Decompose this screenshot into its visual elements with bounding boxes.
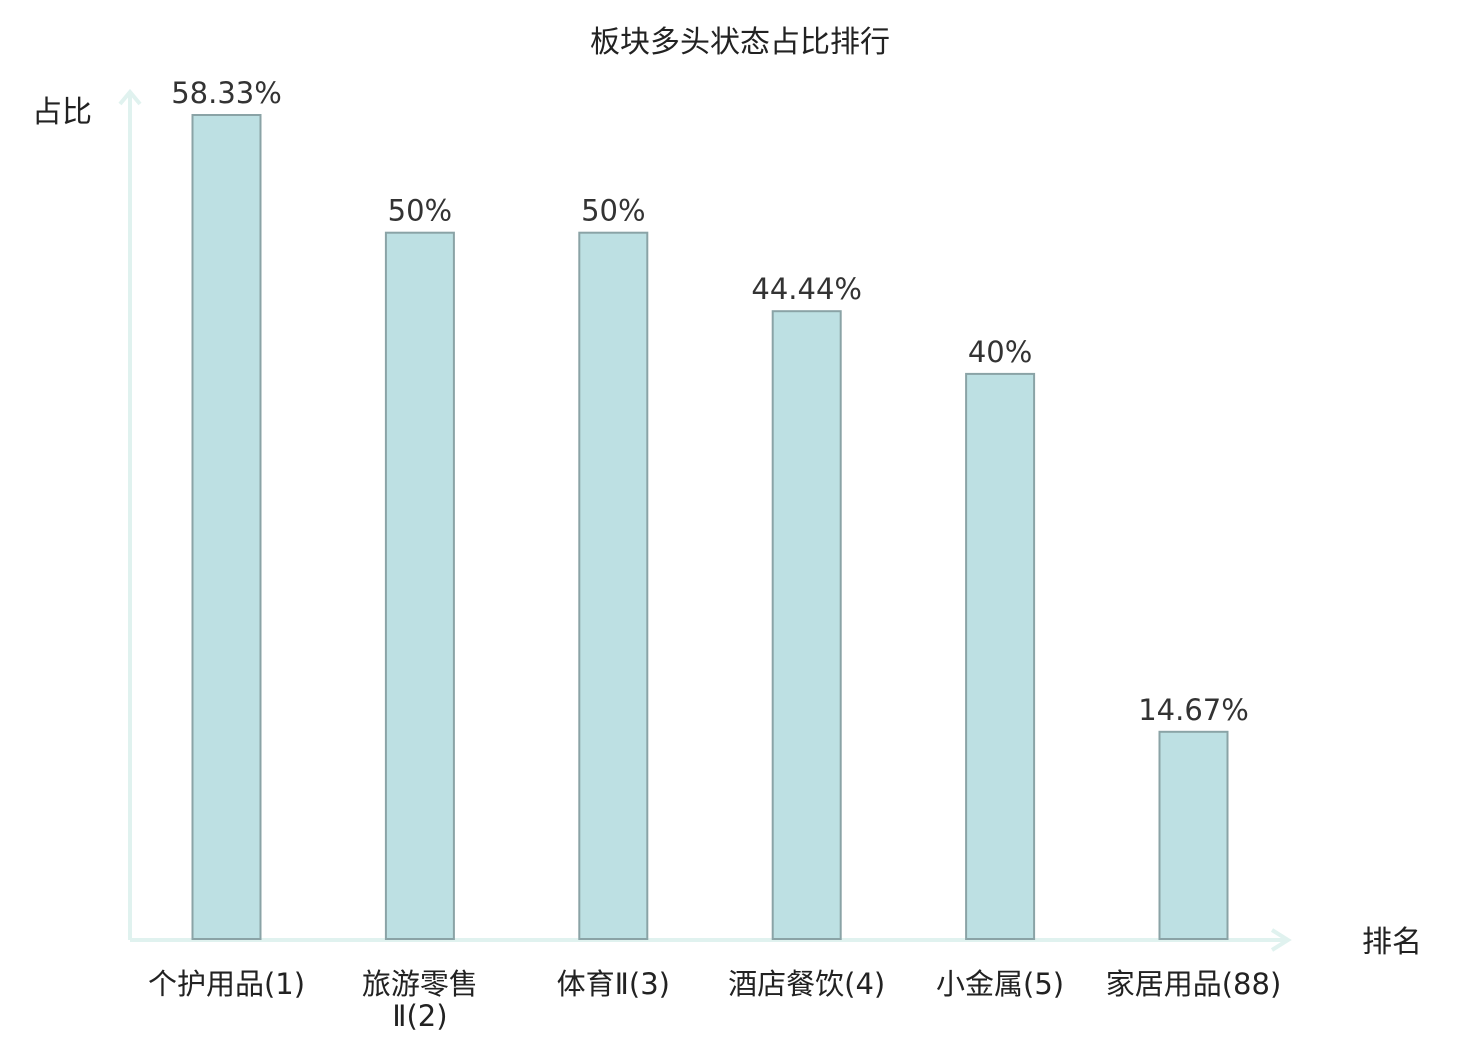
- bar: [965, 372, 1036, 940]
- x-axis-arrow: [1270, 928, 1292, 952]
- x-tick-label: Ⅱ(2): [392, 999, 447, 1033]
- bar-value-label: 14.67%: [1138, 693, 1249, 727]
- x-tick-label-highlighted: 家居用品(88): [1106, 967, 1282, 1001]
- bar: [191, 114, 262, 940]
- x-tick-label: 个护用品(1): [148, 967, 305, 1001]
- x-tick-label: 体育Ⅱ(3): [557, 967, 670, 1001]
- bar-value-label: 50%: [581, 194, 645, 228]
- bar-value-label: 44.44%: [751, 272, 862, 306]
- x-tick-label: 小金属(5): [936, 967, 1064, 1001]
- value-labels-group: 58.33% 50% 50% 44.44% 40% 14.67%: [171, 76, 1249, 727]
- chart-title: 板块多头状态占比排行: [590, 25, 890, 60]
- x-tick-label: 旅游零售: [362, 967, 478, 1001]
- x-axis-label: 排名: [1362, 925, 1422, 960]
- bar: [384, 231, 455, 940]
- x-tick-label: 酒店餐饮(4): [728, 967, 885, 1001]
- bar-value-label: 40%: [968, 335, 1032, 369]
- bars-group: [191, 114, 1229, 940]
- bar: [1158, 730, 1229, 940]
- y-axis-arrow: [118, 88, 142, 106]
- y-axis-label: 占比: [32, 95, 92, 130]
- bar: [771, 310, 842, 940]
- bar-value-label: 50%: [388, 194, 452, 228]
- bar: [578, 231, 649, 940]
- bar-value-label: 58.33%: [171, 76, 282, 110]
